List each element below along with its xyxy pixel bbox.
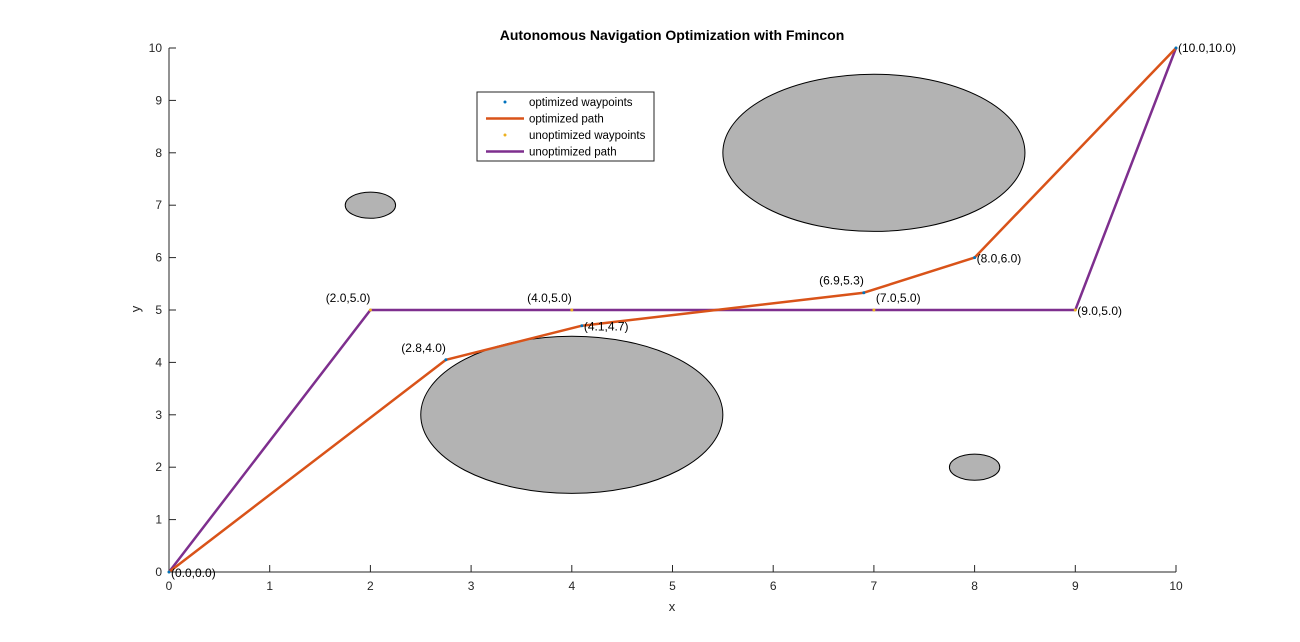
point-label: (4.1,4.7) bbox=[584, 320, 629, 334]
unoptimized-waypoints-point bbox=[872, 308, 876, 312]
point-label: (10.0,10.0) bbox=[1178, 41, 1236, 55]
y-tick-label: 1 bbox=[155, 513, 162, 527]
x-tick-label: 9 bbox=[1072, 579, 1079, 593]
optimized-waypoints-point bbox=[862, 291, 866, 295]
axes-layer: 0 1 2 3 4 5 6 7 8 9 10 0 1 2 3 4 5 6 7 8 9 10 bbox=[149, 41, 1183, 593]
legend-entry-label: optimized path bbox=[529, 114, 604, 126]
obstacle-2 bbox=[722, 73, 1026, 232]
y-tick-label: 6 bbox=[155, 251, 162, 265]
x-tick-label: 10 bbox=[1169, 579, 1183, 593]
legend-point-swatch bbox=[503, 133, 507, 137]
unoptimized-waypoints-point bbox=[368, 308, 372, 312]
x-tick-label: 1 bbox=[266, 579, 273, 593]
x-tick-label: 8 bbox=[971, 579, 978, 593]
x-axis-label: x bbox=[669, 599, 676, 614]
unoptimized-path-line bbox=[168, 47, 1178, 573]
point-label: (4.0,5.0) bbox=[527, 291, 572, 305]
y-tick-label: 2 bbox=[155, 460, 162, 474]
x-tick-label: 4 bbox=[568, 579, 575, 593]
y-tick-label: 8 bbox=[155, 146, 162, 160]
obstacle-3 bbox=[420, 335, 724, 494]
annotation-layer: (0.0,0.0) (2.0,5.0) (4.0,5.0) (7.0,5.0) (9.0… bbox=[171, 41, 1236, 580]
x-tick-label: 0 bbox=[166, 579, 173, 593]
optimized-waypoints-point bbox=[580, 324, 584, 328]
x-tick-label: 7 bbox=[871, 579, 878, 593]
legend: optimized waypoints optimized path unoptim… bbox=[476, 91, 655, 162]
y-tick-label: 10 bbox=[149, 41, 163, 55]
x-tick-label: 2 bbox=[367, 579, 374, 593]
y-tick-label: 4 bbox=[155, 355, 162, 369]
obstacle-4 bbox=[948, 453, 1001, 481]
point-label: (0.0,0.0) bbox=[171, 566, 216, 580]
x-tick-label: 3 bbox=[468, 579, 475, 593]
legend-box bbox=[476, 91, 655, 162]
x-tick-label: 5 bbox=[669, 579, 676, 593]
legend-point-swatch bbox=[503, 100, 507, 104]
point-label: (9.0,5.0) bbox=[1077, 304, 1122, 318]
y-tick-label: 7 bbox=[155, 198, 162, 212]
legend-entry-label: optimized waypoints bbox=[529, 97, 633, 109]
optimized-waypoints-point bbox=[167, 570, 171, 574]
optimized-waypoints-point bbox=[973, 256, 977, 260]
chart-title: Autonomous Navigation Optimization with … bbox=[500, 27, 845, 43]
optimized-waypoints-point bbox=[1174, 46, 1178, 50]
unoptimized-waypoints-point bbox=[570, 308, 574, 312]
optimized-waypoints-point bbox=[444, 358, 448, 362]
obstacle-1 bbox=[344, 191, 397, 219]
legend-entry-label: unoptimized waypoints bbox=[529, 130, 646, 142]
y-tick-label: 5 bbox=[155, 303, 162, 317]
y-tick-label: 0 bbox=[155, 565, 162, 579]
series-layer bbox=[167, 46, 1178, 574]
optimized-path-line bbox=[168, 47, 1177, 573]
y-tick-label: 9 bbox=[155, 93, 162, 107]
y-axis-label: y bbox=[128, 305, 143, 312]
point-label: (7.0,5.0) bbox=[876, 291, 921, 305]
legend-entry-label: unoptimized path bbox=[529, 147, 617, 159]
obstacles-layer bbox=[344, 73, 1026, 494]
unoptimized-waypoints-point bbox=[1073, 308, 1077, 312]
point-label: (2.0,5.0) bbox=[326, 291, 371, 305]
point-label: (2.8,4.0) bbox=[401, 341, 446, 355]
point-label: (6.9,5.3) bbox=[819, 274, 864, 288]
x-tick-label: 6 bbox=[770, 579, 777, 593]
point-label: (8.0,6.0) bbox=[977, 252, 1022, 266]
y-tick-label: 3 bbox=[155, 408, 162, 422]
